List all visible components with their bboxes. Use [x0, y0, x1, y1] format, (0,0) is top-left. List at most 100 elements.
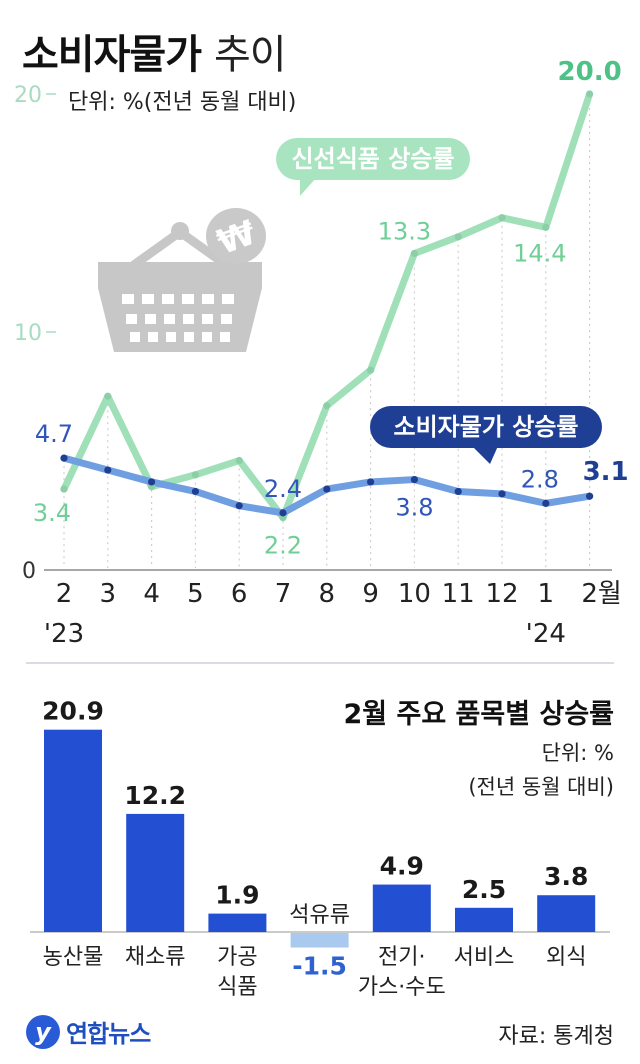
cpi-data-label: 2.4: [264, 475, 302, 503]
fresh-food-data-label: 3.4: [33, 499, 71, 527]
fresh-food-point: [542, 223, 550, 231]
fresh-food-point: [104, 392, 112, 400]
x-tick-label: 11: [442, 579, 475, 609]
year-label: '24: [526, 619, 566, 649]
bar-value-label: 4.9: [380, 852, 424, 881]
line-chart-unit: 단위: %(전년 동월 대비): [68, 90, 297, 115]
fresh-food-point: [410, 249, 418, 258]
fresh-food-point: [191, 471, 199, 479]
bar-category-label: 가공: [217, 945, 257, 970]
cpi-point: [148, 478, 156, 486]
title-main: 소비자물가: [22, 32, 202, 78]
bar-value-label: -1.5: [292, 952, 347, 981]
legend-fresh-food-badge: [276, 138, 470, 180]
cpi-point: [323, 485, 331, 493]
bar: [537, 895, 596, 932]
fresh-food-data-label: 13.3: [378, 217, 431, 245]
x-tick-label: 8: [319, 579, 336, 609]
cpi-point: [367, 478, 375, 486]
x-tick-label: 3: [100, 579, 117, 609]
cpi-point: [279, 509, 287, 517]
bar-category-label: 외식: [546, 945, 586, 970]
bar-unit-note: (전년 동월 대비): [468, 775, 614, 799]
x-tick-label: 1: [538, 579, 555, 609]
cpi-data-label: 3.1: [583, 457, 629, 487]
chart-title: 소비자물가 추이: [22, 22, 287, 80]
x-tick-label: 7: [275, 579, 292, 609]
fresh-food-point: [235, 456, 243, 465]
legend-cpi-pointer: [472, 446, 498, 464]
fresh-food-point: [60, 485, 68, 493]
cpi-point: [454, 487, 462, 496]
legend-cpi: 소비자물가 상승률: [370, 406, 602, 464]
fresh-food-data-label: 2.2: [264, 532, 302, 560]
cpi-point: [104, 466, 112, 474]
bar-category-label: 채소류: [125, 945, 186, 970]
x-tick-label: 5: [187, 579, 204, 609]
title-suffix: 추이: [213, 32, 287, 78]
fresh-food-point: [586, 90, 594, 98]
cpi-point: [235, 502, 243, 510]
bar-value-label: 2.5: [462, 875, 506, 904]
fresh-food-point: [454, 233, 462, 241]
bar-value-label: 20.9: [42, 697, 104, 726]
shopping-basket-icon: [98, 222, 262, 352]
bar: [44, 729, 102, 932]
x-tick-label: 4: [143, 579, 160, 609]
bar: [290, 933, 349, 948]
cpi-data-label: 2.8: [521, 465, 559, 493]
cpi-data-label: 4.7: [35, 420, 73, 448]
legend-cpi-badge: [370, 406, 602, 448]
cpi-point: [586, 492, 594, 500]
legend-fresh-food: 신선식품 상승률: [276, 138, 470, 196]
x-tick-label: 2월: [581, 579, 621, 609]
bar-category-label: 서비스: [454, 945, 515, 970]
y-tick-label: 10: [14, 321, 42, 346]
won-coin-icon: ₩: [206, 208, 266, 264]
logo-mark: y: [26, 1014, 60, 1049]
x-tick-label: 6: [231, 579, 248, 609]
y-tick-label: 20: [14, 83, 42, 108]
cpi-data-label: 3.8: [395, 494, 433, 522]
legend-fresh-food-label: 신선식품 상승률: [292, 145, 455, 173]
year-label: '23: [44, 619, 84, 649]
source-note: 자료: 통계청: [498, 1024, 614, 1049]
bar: [455, 907, 513, 932]
fresh-food-data-label: 14.4: [513, 239, 566, 267]
bar-category-label: 가스·수도: [358, 975, 446, 1000]
line-chart: ₩ 0 10 20 2 3 4 5 6 7 8 9 10 11 12 1 2월 '23 '24 3.4 2.2 13.…: [14, 57, 629, 649]
bar-chart-title: 2월 주요 품목별 상승률: [343, 699, 614, 730]
fresh-food-point: [498, 214, 506, 222]
cpi-point: [191, 487, 199, 496]
cpi-point: [410, 475, 418, 484]
section-divider: [26, 662, 614, 664]
cpi-point: [542, 499, 550, 507]
x-tick-label: 12: [485, 579, 518, 609]
x-tick-label: 10: [398, 579, 431, 609]
bar-value-label: 1.9: [215, 881, 259, 910]
y-tick-label: 0: [22, 559, 36, 584]
x-tick-label: 9: [362, 579, 379, 609]
legend-fresh-food-pointer: [300, 178, 316, 196]
bar: [372, 884, 431, 932]
logo-text: 연합뉴스: [66, 1020, 151, 1048]
bar-category-label: 전기·: [378, 945, 425, 970]
bar-category-label: 식품: [217, 975, 257, 1000]
bar-category-label: 석유류: [289, 903, 350, 928]
legend-cpi-label: 소비자물가 상승률: [394, 413, 579, 441]
yonhap-logo: y 연합뉴스: [26, 1014, 151, 1049]
bar: [126, 813, 185, 932]
bar-category-label: 농산물: [43, 945, 104, 970]
bar: [208, 913, 267, 932]
bar-unit-line: 단위: %: [541, 741, 614, 765]
fresh-food-point: [367, 366, 375, 374]
bar-chart-unit: 단위: % (전년 동월 대비): [468, 736, 614, 804]
x-tick-label: 2: [56, 579, 73, 609]
cpi-point: [60, 454, 68, 462]
bar-value-label: 12.2: [124, 781, 186, 810]
cpi-point: [498, 490, 506, 498]
fresh-food-data-label: 20.0: [558, 57, 622, 87]
bar-value-label: 3.8: [544, 862, 588, 891]
fresh-food-point: [323, 402, 331, 410]
